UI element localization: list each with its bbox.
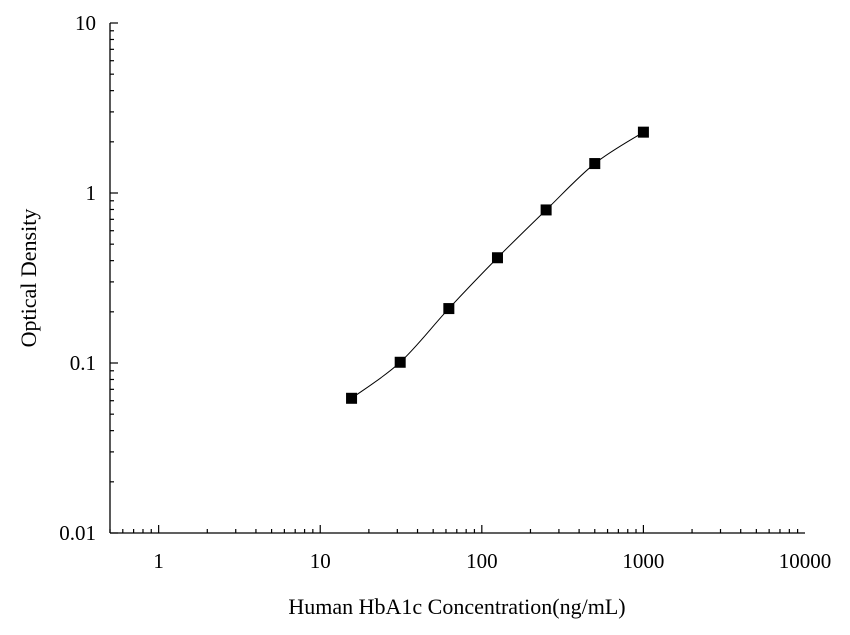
y-axis-title: Optical Density (16, 209, 41, 348)
y-tick-label: 0.01 (59, 521, 96, 545)
tick-labels: 1 10 100 1000 10000 0.01 0.1 1 10 (59, 11, 831, 573)
x-tick-label: 10 (310, 549, 331, 573)
data-points (346, 126, 649, 404)
y-tick-label: 0.1 (70, 351, 96, 375)
y-tick-label: 1 (86, 181, 97, 205)
data-point-marker (637, 126, 649, 138)
data-point-marker (589, 158, 601, 170)
x-tick-label: 100 (466, 549, 498, 573)
axes (109, 22, 805, 534)
y-tick-label: 10 (75, 11, 96, 35)
x-tick-label: 10000 (779, 549, 832, 573)
x-axis-title: Human HbA1c Concentration(ng/mL) (288, 594, 625, 619)
data-point-marker (491, 252, 503, 264)
data-point-marker (394, 356, 406, 368)
x-tick-label: 1 (153, 549, 164, 573)
data-point-marker (346, 392, 358, 404)
x-tick-label: 1000 (622, 549, 664, 573)
data-point-marker (540, 204, 552, 216)
data-point-marker (443, 303, 455, 315)
